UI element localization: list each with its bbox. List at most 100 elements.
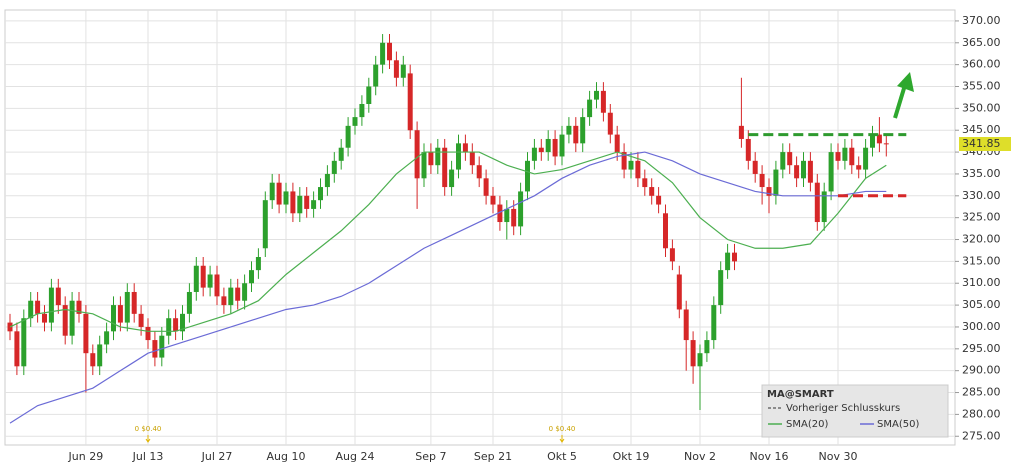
y-tick-label: 290.00 [962, 364, 1001, 377]
y-tick-label: 370.00 [962, 14, 1001, 27]
legend-label: SMA(20) [786, 419, 828, 430]
candle-body [538, 147, 544, 153]
candle-body [669, 248, 675, 262]
x-tick-label: Sep 21 [474, 450, 512, 463]
candle-body [407, 73, 413, 131]
candle-body [787, 152, 793, 166]
candle-body [111, 305, 116, 332]
candle-body [856, 165, 862, 170]
candle-body [469, 152, 475, 166]
candle-body [725, 252, 731, 271]
candle-body [400, 64, 406, 78]
y-tick-label: 330.00 [962, 189, 1001, 202]
candle-body [573, 125, 579, 144]
candle-body [649, 187, 655, 196]
candle-body [476, 165, 482, 179]
candle-body [359, 103, 365, 118]
candle-body [331, 160, 337, 174]
candle-body [738, 125, 744, 139]
candle-body [221, 296, 227, 306]
candle-body [366, 86, 372, 104]
legend-box [761, 384, 949, 438]
candle-body [255, 257, 261, 271]
candle-body [545, 138, 551, 153]
candle-body [435, 147, 441, 166]
candle-body [504, 208, 510, 223]
y-tick-label: 360.00 [962, 58, 1001, 71]
candle-body [594, 90, 599, 100]
candle-body [83, 313, 89, 354]
candle-body [35, 300, 41, 314]
candle-body [214, 274, 220, 297]
dividend-label: 0 $0.40 [135, 425, 162, 433]
y-tick-label: 345.00 [962, 123, 1001, 136]
candle-body [628, 160, 634, 170]
candle-body [821, 191, 827, 223]
candle-body [635, 160, 641, 179]
y-tick-label: 350.00 [962, 101, 1001, 114]
plot-area [4, 9, 956, 446]
candle-body [387, 42, 392, 61]
candle-body [842, 147, 848, 161]
candle-body [587, 99, 593, 118]
candle-body [14, 331, 20, 367]
candle-body [621, 152, 627, 170]
candle-body [159, 335, 165, 358]
candle-body [90, 353, 96, 367]
candle-body [297, 195, 303, 214]
dividend-label: 0 $0.40 [549, 425, 576, 433]
candle-body [525, 160, 530, 192]
candle-body [228, 287, 234, 306]
candle-body [642, 178, 648, 188]
candle-body [55, 287, 61, 306]
y-tick-label: 325.00 [962, 211, 1001, 224]
candle-body [552, 138, 558, 157]
x-tick-label: Sep 7 [415, 450, 446, 463]
y-tick-label: 310.00 [962, 276, 1001, 289]
y-tick-label: 295.00 [962, 342, 1001, 355]
candle-body [766, 187, 772, 196]
x-tick-label: Nov 16 [750, 450, 789, 463]
candle-body [704, 340, 710, 354]
candle-body [283, 191, 289, 205]
x-tick-label: Okt 5 [547, 450, 577, 463]
candle-body [414, 130, 420, 179]
x-tick-label: Aug 10 [267, 450, 306, 463]
candle-body [656, 195, 662, 205]
candle-body [269, 182, 275, 201]
candle-body [814, 182, 820, 223]
candle-body [462, 143, 468, 153]
dividend-marker [559, 435, 565, 443]
y-tick-label: 300.00 [962, 320, 1001, 333]
candle-body [580, 117, 586, 144]
candle-body [76, 300, 82, 314]
candle-body [124, 291, 130, 323]
candle-body [456, 143, 461, 170]
candle-body [566, 125, 572, 135]
candle-body [380, 42, 386, 65]
candle-body [262, 200, 268, 249]
candle-body [138, 313, 144, 327]
candle-body [807, 160, 813, 183]
price-tag [959, 136, 1011, 151]
candle-body [870, 134, 875, 148]
candle-body [338, 147, 344, 161]
candle-body [373, 64, 379, 87]
candle-body [449, 169, 455, 188]
legend-label: Vorheriger Schlusskurs [786, 403, 900, 414]
candle-body [801, 160, 806, 179]
candle-body [145, 326, 151, 341]
candle-body [483, 178, 489, 196]
candle-body [304, 195, 310, 209]
sma-line [9, 151, 887, 424]
candle-body [352, 117, 358, 126]
candle-body [745, 138, 751, 161]
x-tick-label: Jul 27 [201, 450, 233, 463]
candle-body [663, 213, 668, 249]
candle-body [42, 313, 47, 323]
candle-body [318, 187, 323, 201]
legend: MA@SMART Vorheriger Schlusskurs SMA(20) … [761, 384, 949, 438]
candle-body [69, 300, 75, 336]
candle-body [718, 270, 724, 306]
